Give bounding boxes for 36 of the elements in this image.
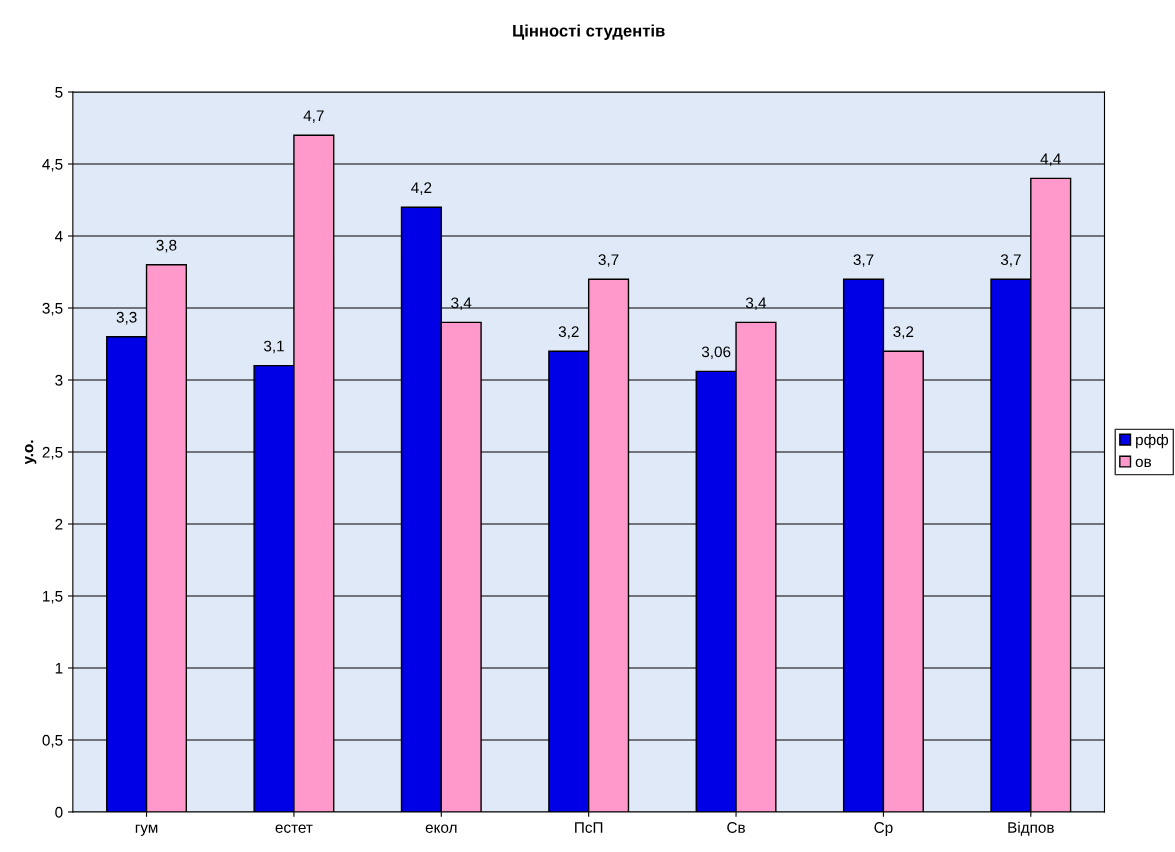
y-tick-label: 5 bbox=[55, 87, 63, 98]
data-label: 3,3 bbox=[116, 311, 137, 325]
x-tick-label: екол bbox=[425, 824, 457, 833]
data-label: 3,1 bbox=[263, 340, 284, 354]
data-label: 3,2 bbox=[558, 326, 579, 339]
y-axis-title: у.о. bbox=[24, 440, 37, 465]
data-label: 3,8 bbox=[156, 239, 177, 253]
legend-label: ов bbox=[1135, 458, 1152, 468]
y-tick-label: 4,5 bbox=[42, 159, 63, 172]
data-label: 3,7 bbox=[598, 254, 619, 267]
x-tick-label: Ср bbox=[874, 822, 893, 836]
chart-title: Цінності студентів bbox=[513, 24, 665, 40]
y-tick-label: 4 bbox=[54, 231, 63, 242]
x-tick-label: ПсП bbox=[575, 822, 603, 833]
data-label: 3,7 bbox=[1000, 254, 1021, 267]
legend-label: рфф bbox=[1136, 433, 1169, 449]
x-tick-label: естет bbox=[275, 824, 313, 833]
y-tick-label: 3 bbox=[55, 374, 63, 386]
data-label: 4,7 bbox=[303, 110, 324, 123]
y-tick-label: 2,5 bbox=[42, 446, 63, 460]
data-label: 3,2 bbox=[893, 326, 914, 339]
data-label: 4,2 bbox=[411, 182, 432, 195]
y-tick-label: 1,5 bbox=[43, 591, 63, 604]
y-tick-label: 0,5 bbox=[42, 734, 63, 748]
y-tick-label: 1 bbox=[55, 662, 63, 674]
y-tick-label: 2 bbox=[55, 518, 63, 530]
data-label: 3,06 bbox=[701, 346, 731, 360]
y-tick-label: 3,5 bbox=[42, 302, 63, 316]
y-tick-label: 0 bbox=[55, 806, 63, 818]
x-tick-label: гум bbox=[135, 824, 158, 836]
data-label: 4,4 bbox=[1040, 153, 1061, 167]
x-tick-label: Відпов bbox=[1008, 821, 1054, 836]
x-tick-label: Св bbox=[727, 822, 745, 833]
data-label: 3,7 bbox=[853, 254, 874, 267]
data-label: 3,4 bbox=[451, 297, 472, 311]
data-label: 3,4 bbox=[745, 297, 767, 311]
